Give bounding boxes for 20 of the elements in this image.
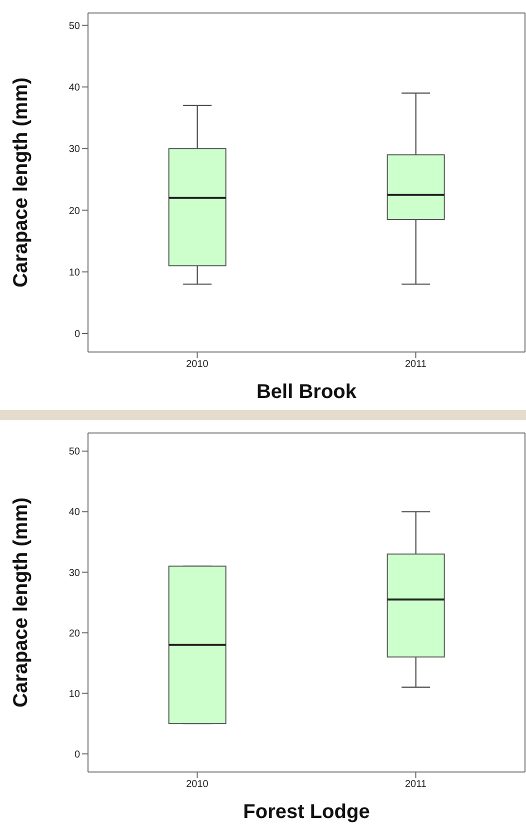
y-tick-label: 20 (68, 206, 80, 217)
y-tick-label: 30 (68, 144, 80, 156)
x-tick-label: 2011 (404, 359, 427, 370)
y-tick-label: 40 (68, 507, 80, 518)
y-axis-title: Carapace length (mm) (10, 77, 32, 288)
y-tick-label: 0 (74, 329, 80, 340)
x-tick-label: 2010 (186, 359, 209, 370)
y-tick-label: 40 (68, 82, 80, 94)
y-tick-label: 0 (74, 749, 80, 760)
y-axis-title: Carapace length (mm) (10, 497, 32, 708)
y-tick-label: 10 (68, 688, 80, 700)
x-tick-label: 2011 (404, 779, 427, 790)
y-tick-label: 50 (68, 20, 80, 32)
y-tick-label: 10 (68, 267, 80, 278)
y-tick-label: 20 (68, 628, 80, 640)
x-axis-title: Bell Brook (256, 381, 358, 403)
y-tick-label: 50 (68, 446, 80, 458)
x-tick-label: 2010 (186, 779, 209, 790)
y-tick-label: 30 (68, 568, 80, 579)
x-axis-title: Forest Lodge (243, 801, 370, 823)
